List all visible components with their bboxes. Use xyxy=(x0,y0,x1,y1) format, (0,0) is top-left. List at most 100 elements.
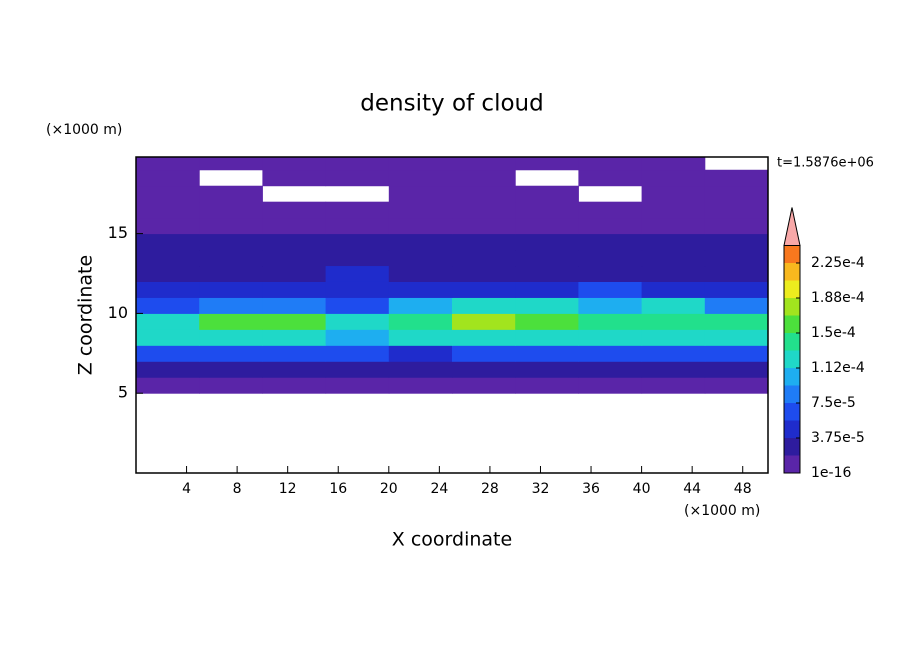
contour-cell xyxy=(325,377,390,394)
contour-cell xyxy=(578,233,643,251)
contour-cell xyxy=(325,201,390,219)
contour-cell xyxy=(452,233,516,251)
contour-cell xyxy=(136,249,200,267)
y-tick-label: 15 xyxy=(108,223,128,242)
colorbar-tick-label: 1e-16 xyxy=(811,465,851,481)
contour-cell xyxy=(388,169,453,187)
contour-cell xyxy=(325,345,390,362)
contour-cell xyxy=(325,313,390,330)
y-tick-label: 10 xyxy=(108,303,128,322)
contour-cell xyxy=(452,329,516,346)
contour-cell xyxy=(136,169,200,187)
contour-cell xyxy=(452,169,516,187)
contour-cell xyxy=(452,185,516,203)
contour-cell xyxy=(578,313,643,330)
contour-cell xyxy=(388,297,453,314)
contour-cell xyxy=(325,297,390,314)
contour-cell xyxy=(452,157,516,171)
contour-cell xyxy=(388,233,453,251)
x-tick-label: 40 xyxy=(633,481,651,497)
contour-cell xyxy=(578,249,643,267)
contour-cell xyxy=(704,297,768,314)
contour-cell xyxy=(199,249,263,267)
x-tick-label: 20 xyxy=(380,481,398,497)
contour-cell xyxy=(641,329,706,346)
colorbar-band xyxy=(784,368,800,386)
contour-cell xyxy=(515,281,579,298)
x-tick-label: 32 xyxy=(532,481,550,497)
contour-cell xyxy=(641,281,706,298)
contour-cell xyxy=(325,217,390,235)
contour-cell xyxy=(388,313,453,330)
contour-cell xyxy=(704,249,768,267)
colorbar-tick-label: 7.5e-5 xyxy=(811,395,856,411)
contour-cell xyxy=(452,313,516,330)
contour-cell xyxy=(262,313,327,330)
contour-cell xyxy=(452,281,516,298)
contour-cell xyxy=(199,157,263,171)
contour-cell xyxy=(388,157,453,171)
x-tick-label: 12 xyxy=(279,481,297,497)
contour-cell xyxy=(325,265,390,282)
x-tick-label: 28 xyxy=(481,481,499,497)
colorbar-band xyxy=(784,455,800,473)
contour-cell xyxy=(578,265,643,282)
contour-cell xyxy=(388,217,453,235)
x-tick-label: 24 xyxy=(430,481,448,497)
contour-cell xyxy=(262,169,327,187)
contour-cell xyxy=(515,313,579,330)
contour-cell xyxy=(704,169,768,187)
contour-cell xyxy=(262,329,327,346)
x-axis-label: X coordinate xyxy=(392,529,512,551)
colorbar-band xyxy=(784,298,800,316)
contour-cell xyxy=(704,361,768,378)
contour-cell xyxy=(515,345,579,362)
contour-cell xyxy=(199,329,263,346)
contour-cell xyxy=(136,377,200,394)
contour-cell xyxy=(641,169,706,187)
contour-cell xyxy=(641,157,706,171)
contour-cell xyxy=(325,281,390,298)
colorbar-tick-label: 1.88e-4 xyxy=(811,290,865,306)
contour-cell xyxy=(262,361,327,378)
contour-cell xyxy=(452,297,516,314)
contour-cell xyxy=(262,281,327,298)
contour-cell xyxy=(515,233,579,251)
contour-cell xyxy=(641,265,706,282)
contour-cell xyxy=(641,297,706,314)
contour-cell xyxy=(136,361,200,378)
contour-cell xyxy=(136,265,200,282)
contour-cell xyxy=(515,185,579,203)
contour-cell xyxy=(199,201,263,219)
contour-cell xyxy=(641,185,706,203)
x-tick-label: 8 xyxy=(233,481,242,497)
contour-cell xyxy=(262,377,327,394)
contour-cell xyxy=(136,281,200,298)
contour-cell xyxy=(199,265,263,282)
contour-cell xyxy=(325,329,390,346)
contour-cell xyxy=(325,361,390,378)
colorbar-band xyxy=(784,263,800,281)
contour-cell xyxy=(704,265,768,282)
contour-cell xyxy=(515,297,579,314)
contour-cell xyxy=(388,185,453,203)
contour-cell xyxy=(641,313,706,330)
y-unit: (×1000 m) xyxy=(46,122,122,138)
contour-cell xyxy=(199,377,263,394)
contour-cell xyxy=(199,297,263,314)
contour-cell xyxy=(325,157,390,171)
contour-cell xyxy=(388,201,453,219)
contour-cell xyxy=(704,313,768,330)
contour-cell xyxy=(199,217,263,235)
contour-cell xyxy=(641,345,706,362)
y-tick-label: 5 xyxy=(118,383,128,402)
contour-cell xyxy=(515,217,579,235)
contour-cell xyxy=(515,361,579,378)
contour-cell xyxy=(136,345,200,362)
contour-cell xyxy=(262,233,327,251)
y-axis-label: Z coordinate xyxy=(75,255,97,375)
contour-cell xyxy=(199,185,263,203)
contour-cell xyxy=(452,249,516,267)
x-tick-label: 16 xyxy=(329,481,347,497)
contour-cell xyxy=(136,233,200,251)
